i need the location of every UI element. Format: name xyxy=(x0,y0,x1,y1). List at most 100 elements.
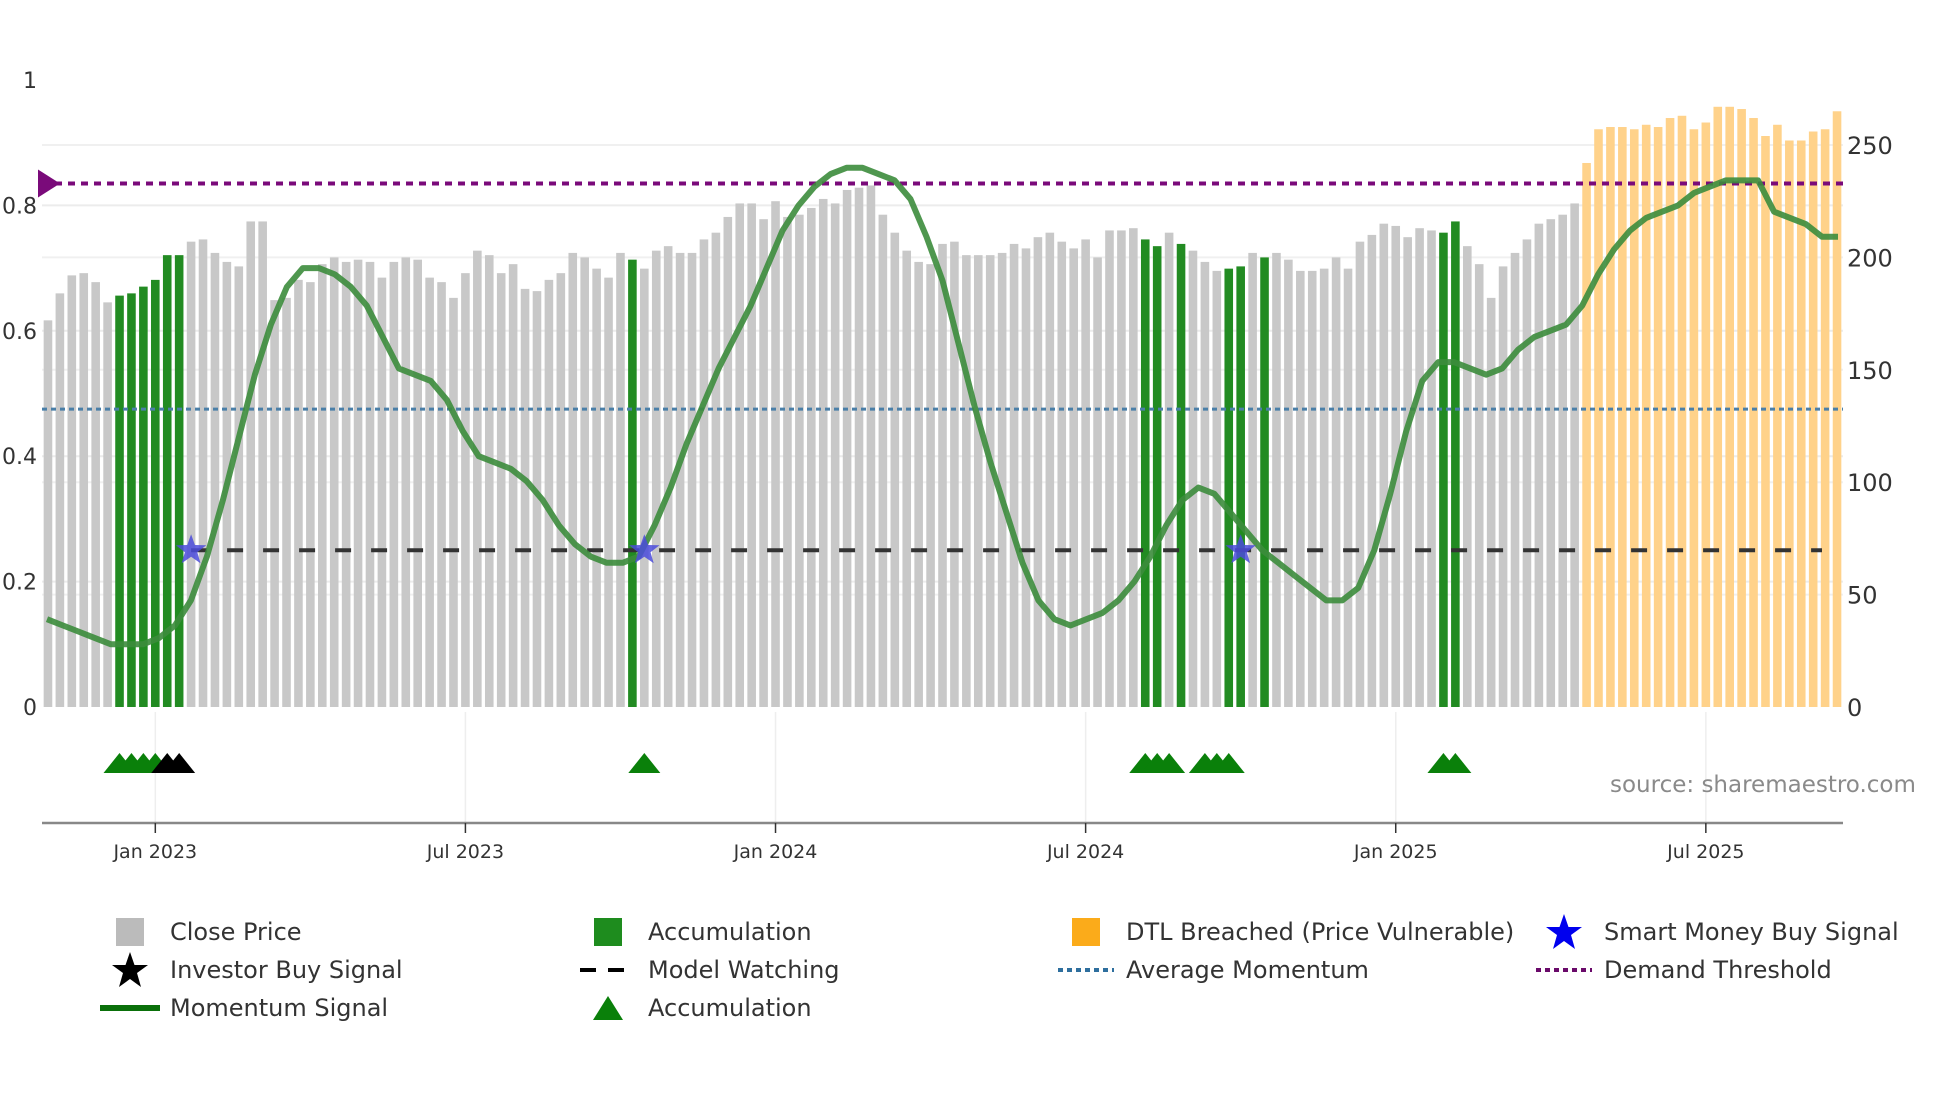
price-bar xyxy=(341,261,351,707)
x-axis-tick: Jan 2024 xyxy=(733,841,818,863)
price-bar xyxy=(985,255,995,708)
price-bar xyxy=(628,259,637,707)
legend-label: Accumulation xyxy=(648,994,812,1022)
price-bar xyxy=(1701,122,1711,707)
price-bar xyxy=(294,279,303,707)
legend-label: Investor Buy Signal xyxy=(170,956,403,984)
left-axis-tick: 0.8 xyxy=(2,194,37,219)
x-axis-tick: Jul 2024 xyxy=(1046,841,1124,863)
dash-line-icon xyxy=(578,953,638,987)
legend-label: Demand Threshold xyxy=(1604,956,1832,984)
price-bar xyxy=(1725,106,1734,707)
price-bar xyxy=(1236,266,1245,707)
price-bar xyxy=(1594,129,1603,707)
price-bar xyxy=(675,252,685,708)
price-bar xyxy=(1355,241,1365,707)
triangle-icon xyxy=(578,991,638,1025)
price-bar xyxy=(401,257,411,707)
investor-buy-triangle-icon xyxy=(163,753,196,773)
price-bar xyxy=(1451,221,1460,707)
price-bar xyxy=(234,266,244,707)
price-bar xyxy=(1808,131,1818,708)
x-axis-tick: Jan 2025 xyxy=(1353,841,1438,863)
price-bar xyxy=(1618,127,1627,708)
right-axis-tick: 150 xyxy=(1847,357,1893,385)
price-bar xyxy=(496,273,506,707)
price-bar xyxy=(1498,266,1508,707)
legend-item-demand-threshold: Demand Threshold xyxy=(1534,953,1832,987)
price-bar xyxy=(1474,264,1484,707)
left-axis-tick: 0.2 xyxy=(2,571,37,596)
close-price-bars xyxy=(43,106,1842,708)
legend-label: Accumulation xyxy=(648,918,812,946)
price-bar xyxy=(1081,239,1090,707)
price-bar xyxy=(532,291,542,707)
star-icon xyxy=(100,952,160,987)
price-bar xyxy=(365,261,375,707)
accumulation-triangle-icon xyxy=(1212,753,1245,773)
price-bar xyxy=(103,302,112,707)
dotted-line-icon xyxy=(1056,953,1116,987)
price-bar xyxy=(282,297,291,707)
price-bar xyxy=(1379,223,1389,707)
momentum-signal-line xyxy=(45,164,1838,648)
price-bar xyxy=(1427,230,1436,707)
price-bar xyxy=(544,279,554,707)
price-bar xyxy=(139,286,148,707)
price-bar xyxy=(1009,243,1019,708)
price-bar xyxy=(1331,257,1341,707)
demand-threshold-marker xyxy=(38,169,60,198)
price-bar xyxy=(950,241,959,707)
right-axis-tick: 200 xyxy=(1847,244,1893,272)
price-bar xyxy=(914,261,923,707)
price-bar xyxy=(1272,252,1281,708)
price-bar xyxy=(651,250,661,707)
price-bar xyxy=(270,300,279,707)
price-bar xyxy=(807,207,816,707)
price-bar xyxy=(1785,140,1794,707)
price-bar xyxy=(1439,232,1448,707)
price-bar xyxy=(1296,270,1305,707)
price-bar xyxy=(1522,239,1532,707)
price-bar xyxy=(1403,237,1412,707)
price-bar xyxy=(508,264,518,707)
price-bar xyxy=(723,216,733,707)
price-bar xyxy=(1343,268,1353,707)
right-axis-tick: 250 xyxy=(1847,132,1893,160)
price-bar xyxy=(902,250,912,707)
price-bar xyxy=(759,219,768,707)
signal-triangles xyxy=(103,753,1472,773)
legend-label: Model Watching xyxy=(648,956,840,984)
price-bar xyxy=(91,282,100,707)
price-bar xyxy=(878,214,888,708)
x-axis-tick: Jan 2023 xyxy=(112,841,197,863)
price-bar xyxy=(198,239,208,707)
price-bar xyxy=(306,282,315,707)
left-axis-tick: 1 xyxy=(23,69,37,94)
price-bar xyxy=(938,243,947,708)
star-icon xyxy=(1534,914,1594,949)
price-bar xyxy=(592,268,601,707)
smart-money-star-icon xyxy=(629,534,660,564)
price-bar xyxy=(1117,230,1126,707)
price-bar xyxy=(377,277,387,707)
x-axis-tick: Jul 2025 xyxy=(1666,841,1744,863)
price-bar xyxy=(1570,203,1579,707)
price-bar xyxy=(1582,162,1591,707)
square-icon xyxy=(578,915,638,949)
price-bar xyxy=(783,216,792,707)
legend: Close Price Accumulation DTL Breached (P… xyxy=(0,914,1960,1055)
price-bar xyxy=(1367,234,1377,708)
price-bar xyxy=(1307,270,1317,707)
price-bar xyxy=(1665,118,1675,708)
legend-label: Average Momentum xyxy=(1126,956,1369,984)
smart-money-star-icon xyxy=(175,534,207,564)
price-bar xyxy=(1641,124,1651,707)
price-bar xyxy=(1164,232,1174,707)
legend-item-accumulation-bar: Accumulation xyxy=(578,915,812,949)
solid-line-icon xyxy=(100,991,160,1025)
price-bar xyxy=(1629,129,1639,707)
price-bar xyxy=(437,282,446,707)
right-axis-tick: 100 xyxy=(1847,469,1893,497)
